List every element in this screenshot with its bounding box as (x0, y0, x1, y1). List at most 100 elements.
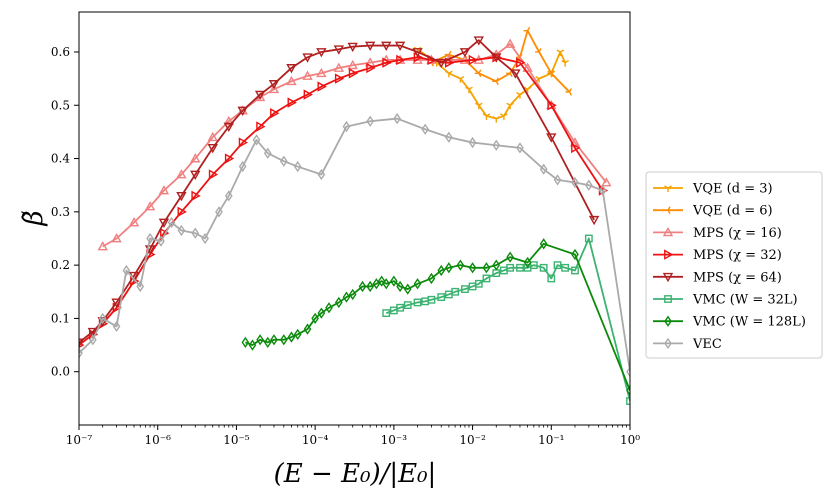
x-tick-label: 10⁻⁵ (223, 433, 250, 447)
legend-marker (664, 185, 672, 192)
data-point (516, 263, 524, 272)
data-point (293, 328, 302, 341)
series-7 (79, 112, 630, 378)
series-line (79, 117, 630, 372)
legend-entry-label: VQE (d = 6) (692, 204, 773, 219)
data-point (445, 262, 453, 274)
data-point (111, 233, 122, 243)
data-point (516, 91, 524, 99)
data-point (347, 59, 358, 70)
data-point (601, 177, 612, 187)
data-point (492, 115, 501, 123)
data-point (223, 115, 234, 126)
legend-marker (664, 249, 674, 260)
data-point (79, 338, 85, 348)
data-point (342, 120, 351, 133)
data-point (561, 60, 569, 67)
series-line (417, 48, 566, 120)
plot-frame (78, 11, 631, 426)
data-point (382, 57, 392, 68)
data-point (223, 122, 234, 133)
data-point (342, 291, 351, 303)
data-point (238, 160, 247, 173)
data-point (491, 53, 502, 63)
data-point (191, 227, 200, 239)
data-point (626, 366, 630, 378)
legend: VQE (d = 3) VQE (d = 6) MPS (χ = 16) MPS (χ… (645, 171, 823, 359)
data-point (263, 336, 272, 349)
data-point (157, 235, 165, 247)
data-point (437, 264, 446, 277)
data-point (492, 259, 501, 271)
data-point (144, 201, 156, 211)
legend-marker (664, 337, 672, 350)
data-point (588, 215, 600, 226)
data-point (474, 279, 483, 288)
data-point (468, 262, 477, 274)
data-point (97, 241, 108, 251)
data-point (325, 302, 333, 314)
data-point (79, 347, 83, 359)
x-tick-label: 10⁰ (620, 433, 640, 447)
data-point (333, 62, 345, 72)
data-point (89, 334, 97, 346)
data-point (516, 57, 526, 68)
x-tick-label: 10⁻² (459, 433, 486, 447)
data-point (492, 139, 501, 151)
data-point (254, 90, 266, 101)
y-tick-label: 0.5 (51, 98, 70, 112)
data-point (523, 256, 532, 269)
data-point (390, 275, 398, 287)
data-point (547, 274, 556, 283)
data-point (382, 309, 391, 317)
data-point (459, 48, 471, 58)
data-point (444, 57, 455, 68)
legend-frame (645, 171, 823, 359)
data-point (394, 41, 406, 52)
data-point (112, 320, 121, 333)
data-point (348, 68, 359, 79)
data-point (224, 153, 235, 164)
data-point (412, 54, 423, 64)
data-point (279, 334, 288, 346)
data-point (190, 170, 201, 180)
data-point (459, 54, 471, 64)
data-point (207, 143, 218, 154)
data-point (523, 26, 531, 35)
legend-marker (664, 206, 671, 215)
legend-entry-label: VEC (692, 337, 722, 352)
data-point (208, 169, 219, 180)
data-point (427, 272, 436, 285)
data-point (207, 131, 218, 142)
data-point (317, 168, 326, 181)
data-point (626, 384, 630, 397)
data-point (334, 73, 345, 84)
data-point (571, 248, 579, 261)
data-point (286, 64, 297, 74)
data-point (333, 45, 345, 55)
data-point (302, 53, 313, 63)
legend-entry-label: VMC (W = 128L) (692, 315, 806, 330)
data-point (451, 287, 460, 296)
data-point (553, 174, 562, 186)
legend-entry-label: MPS (χ = 64) (693, 270, 782, 285)
data-point (201, 232, 209, 245)
data-point (287, 331, 296, 343)
data-point (561, 263, 570, 272)
y-tick-label: 0.6 (51, 45, 70, 59)
data-point (412, 48, 423, 58)
data-point (377, 275, 386, 287)
data-point (348, 288, 357, 301)
data-point (146, 232, 154, 245)
data-point (366, 115, 375, 127)
data-point (176, 169, 187, 179)
data-point (413, 278, 422, 290)
data-point (461, 285, 469, 294)
data-point (238, 137, 249, 148)
data-point (287, 97, 297, 108)
data-point (510, 69, 521, 79)
legend-entry-label: MPS (χ = 16) (693, 226, 782, 241)
data-point (539, 263, 548, 272)
data-point (372, 278, 381, 290)
